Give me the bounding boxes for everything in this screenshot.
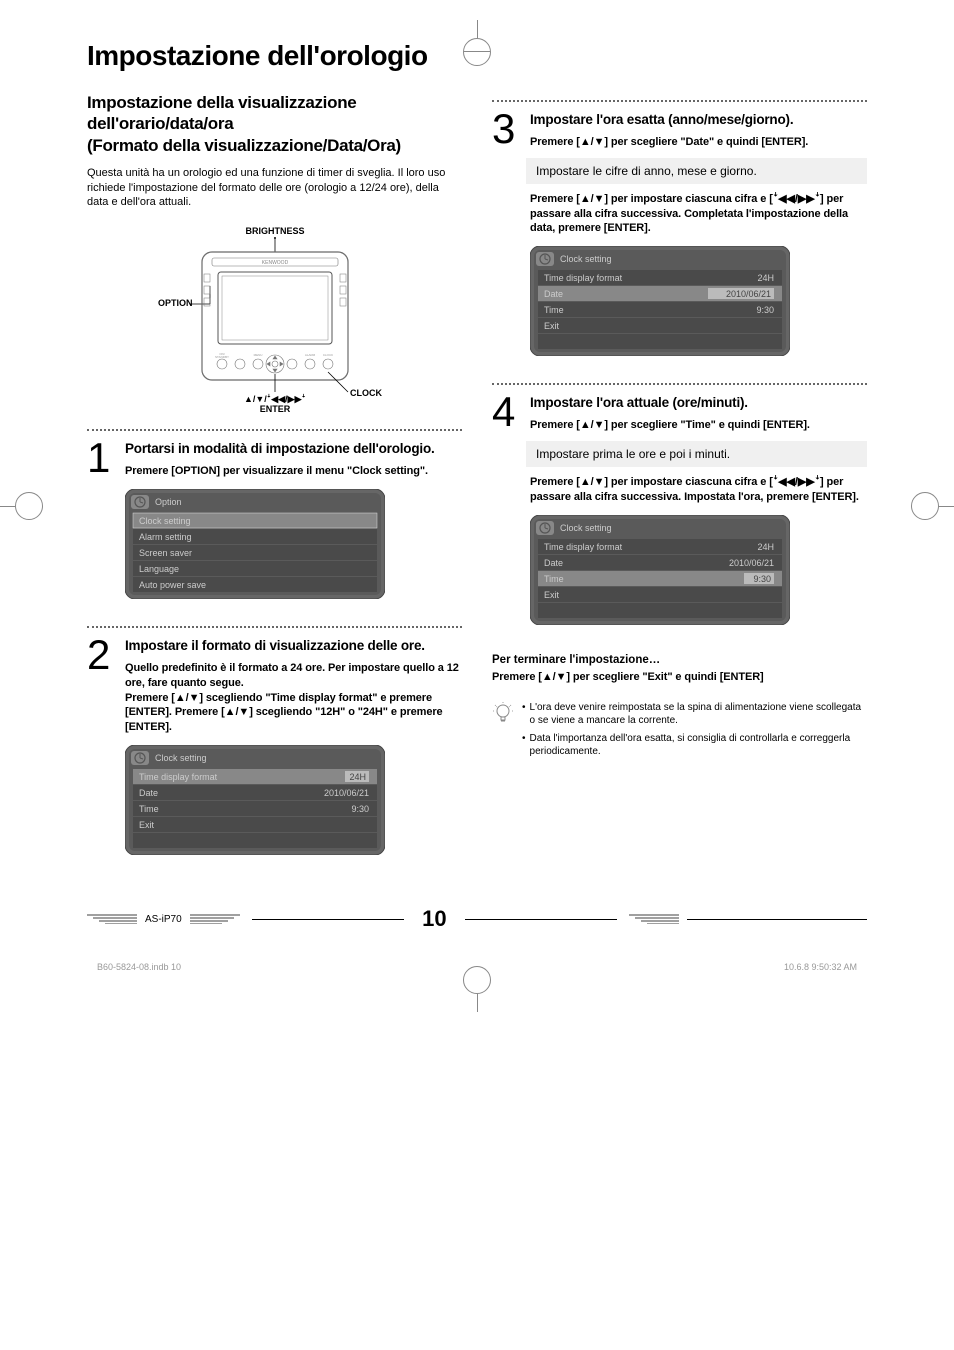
step-text: Premere [▲/▼] per impostare ciascuna cif… bbox=[530, 475, 867, 505]
svg-text:Exit: Exit bbox=[544, 590, 560, 600]
page-footer: AS-iP70 10 bbox=[87, 906, 867, 932]
screen-mock-1: Option Clock setting Alarm setting Screen s… bbox=[125, 489, 385, 604]
screen-mock-2: Clock setting Time display format 24H Date 2… bbox=[125, 745, 385, 860]
svg-text:ALARM: ALARM bbox=[304, 353, 315, 357]
sub-instruction: Impostare le cifre di anno, mese e giorn… bbox=[526, 158, 867, 184]
device-diagram: BRIGHTNESS OPTION KENWOOD bbox=[87, 224, 462, 419]
svg-text:STANDBY: STANDBY bbox=[215, 355, 229, 359]
svg-text:Clock setting: Clock setting bbox=[560, 523, 612, 533]
step-1: 1 Portarsi in modalità di impostazione d… bbox=[87, 439, 462, 618]
svg-text:9:30: 9:30 bbox=[756, 305, 774, 315]
svg-text:Date: Date bbox=[139, 788, 158, 798]
label-clock: CLOCK bbox=[350, 388, 382, 398]
right-column: 3 Impostare l'ora esatta (anno/mese/gior… bbox=[492, 92, 867, 880]
svg-text:CLOCK: CLOCK bbox=[322, 353, 332, 357]
svg-text:24H: 24H bbox=[757, 542, 774, 552]
finish-text: Premere [▲/▼] per scegliere "Exit" e qui… bbox=[492, 670, 867, 685]
svg-text:24H: 24H bbox=[757, 273, 774, 283]
intro-text: Questa unità ha un orologio ed una funzi… bbox=[87, 166, 462, 211]
divider bbox=[87, 429, 462, 431]
print-file: B60-5824-08.indb 10 bbox=[97, 962, 181, 972]
svg-text:Time: Time bbox=[544, 305, 564, 315]
step-text: Quello predefinito è il formato a 24 ore… bbox=[125, 661, 462, 735]
step-title: Impostare l'ora esatta (anno/mese/giorno… bbox=[530, 112, 867, 129]
model-label: AS-iP70 bbox=[145, 914, 182, 925]
svg-text:Alarm setting: Alarm setting bbox=[139, 532, 192, 542]
svg-text:Exit: Exit bbox=[139, 820, 155, 830]
divider bbox=[492, 100, 867, 102]
label-enter: ENTER bbox=[259, 404, 290, 414]
svg-text:9:30: 9:30 bbox=[753, 574, 771, 584]
svg-text:Language: Language bbox=[139, 564, 179, 574]
svg-text:24H: 24H bbox=[349, 772, 366, 782]
svg-text:2010/06/21: 2010/06/21 bbox=[726, 289, 771, 299]
svg-text:Time: Time bbox=[544, 574, 564, 584]
step-text: Premere [▲/▼] per scegliere "Time" e qui… bbox=[530, 418, 867, 433]
svg-text:Time display format: Time display format bbox=[544, 273, 623, 283]
svg-text:2010/06/21: 2010/06/21 bbox=[324, 788, 369, 798]
step-4: 4 Impostare l'ora attuale (ore/minuti). … bbox=[492, 393, 867, 643]
svg-text:MENU: MENU bbox=[253, 353, 262, 357]
step-3: 3 Impostare l'ora esatta (anno/mese/gior… bbox=[492, 110, 867, 375]
svg-text:Option: Option bbox=[155, 497, 182, 507]
step-number: 1 bbox=[87, 439, 115, 618]
step-number: 2 bbox=[87, 636, 115, 874]
svg-text:KENWOOD: KENWOOD bbox=[261, 260, 288, 266]
finish-title: Per terminare l'impostazione… bbox=[492, 654, 867, 666]
svg-text:Auto power save: Auto power save bbox=[139, 580, 206, 590]
svg-text:Date: Date bbox=[544, 558, 563, 568]
svg-text:Clock setting: Clock setting bbox=[155, 753, 207, 763]
svg-text:Time display format: Time display format bbox=[139, 772, 218, 782]
screen-mock-3: Clock setting Time display format 24H Date 2… bbox=[530, 246, 790, 361]
step-title: Impostare il formato di visualizzazione … bbox=[125, 638, 462, 655]
svg-text:Clock setting: Clock setting bbox=[560, 254, 612, 264]
left-column: Impostazione della visualizzazione dell'… bbox=[87, 92, 462, 880]
tip-item: L'ora deve venire reimpostata se la spin… bbox=[522, 701, 867, 728]
svg-text:Screen saver: Screen saver bbox=[139, 548, 192, 558]
svg-text:Date: Date bbox=[544, 289, 563, 299]
step-text: Premere [▲/▼] per impostare ciascuna cif… bbox=[530, 192, 867, 237]
screen-mock-4: Clock setting Time display format 24H Date 2… bbox=[530, 515, 790, 630]
svg-text:Time display format: Time display format bbox=[544, 542, 623, 552]
page-number: 10 bbox=[422, 906, 446, 932]
print-time: 10.6.8 9:50:32 AM bbox=[784, 962, 857, 972]
lightbulb-icon bbox=[492, 701, 514, 732]
label-option: OPTION bbox=[158, 298, 193, 308]
label-brightness: BRIGHTNESS bbox=[245, 226, 304, 236]
divider bbox=[492, 383, 867, 385]
step-number: 3 bbox=[492, 110, 520, 375]
section-subtitle: Impostazione della visualizzazione dell'… bbox=[87, 92, 462, 156]
svg-text:2010/06/21: 2010/06/21 bbox=[729, 558, 774, 568]
tip-block: L'ora deve venire reimpostata se la spin… bbox=[492, 701, 867, 763]
step-2: 2 Impostare il formato di visualizzazion… bbox=[87, 636, 462, 874]
step-title: Impostare l'ora attuale (ore/minuti). bbox=[530, 395, 867, 412]
step-title: Portarsi in modalità di impostazione del… bbox=[125, 441, 462, 458]
svg-text:Exit: Exit bbox=[544, 321, 560, 331]
tip-item: Data l'importanza dell'ora esatta, si co… bbox=[522, 732, 867, 759]
svg-text:9:30: 9:30 bbox=[351, 804, 369, 814]
label-nav: ▲/▼/ꜜ◀◀/▶▶ꜜ bbox=[243, 393, 305, 404]
svg-text:Clock setting: Clock setting bbox=[139, 516, 191, 526]
svg-text:Time: Time bbox=[139, 804, 159, 814]
tip-list: L'ora deve venire reimpostata se la spin… bbox=[522, 701, 867, 763]
step-number: 4 bbox=[492, 393, 520, 643]
step-text: Premere [▲/▼] per scegliere "Date" e qui… bbox=[530, 135, 867, 150]
step-text: Premere [OPTION] per visualizzare il men… bbox=[125, 464, 462, 479]
divider bbox=[87, 626, 462, 628]
sub-instruction: Impostare prima le ore e poi i minuti. bbox=[526, 441, 867, 467]
